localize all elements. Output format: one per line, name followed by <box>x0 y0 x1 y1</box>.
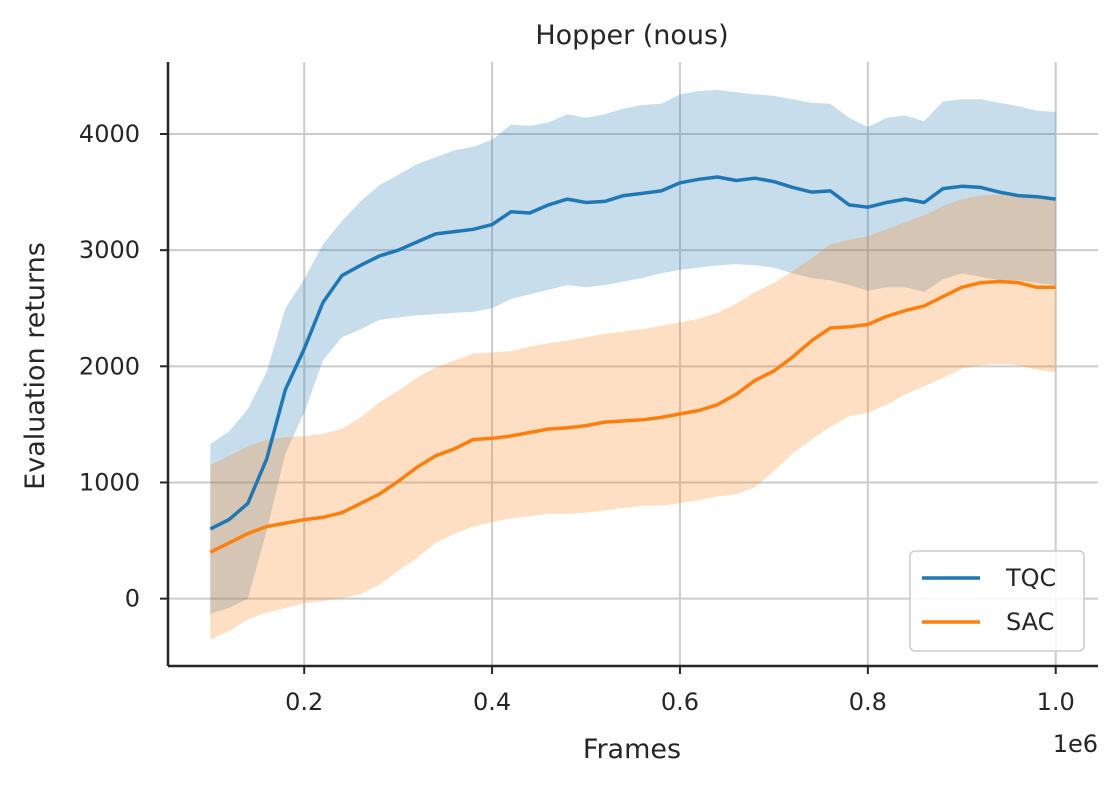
y-tick-label: 1000 <box>79 468 140 496</box>
y-tick-label: 4000 <box>79 120 140 148</box>
legend-label-sac: SAC <box>1006 608 1054 636</box>
y-tick-label: 0 <box>125 585 140 613</box>
chart-title: Hopper (nous) <box>535 20 728 51</box>
band-tqc <box>210 89 1056 614</box>
x-tick-label: 0.8 <box>849 688 887 716</box>
legend-box <box>909 550 1085 652</box>
x-tick-label: 0.2 <box>285 688 323 716</box>
legend-label-tqc: TQC <box>1005 564 1056 592</box>
grid-lines <box>168 62 1098 666</box>
confidence-bands <box>210 89 1056 640</box>
line-sac <box>209 279 1056 554</box>
y-axis-label: Evaluation returns <box>20 242 51 490</box>
legend: TQC SAC <box>909 550 1085 652</box>
series-lines <box>209 175 1056 554</box>
y-tick-label: 3000 <box>79 236 140 264</box>
x-tick-label: 1.0 <box>1037 688 1075 716</box>
axes <box>160 62 1098 674</box>
x-tick-label: 0.6 <box>661 688 699 716</box>
x-tick-label: 0.4 <box>473 688 511 716</box>
line-tqc <box>209 175 1056 531</box>
x-axis-offset-label: 1e6 <box>1053 730 1098 758</box>
y-tick-label: 2000 <box>79 352 140 380</box>
x-axis-label: Frames <box>583 734 681 765</box>
band-sac <box>210 194 1056 640</box>
tick-labels: 0.2 0.4 0.6 0.8 1.0 0 1000 2000 3000 4000 <box>79 120 1075 716</box>
